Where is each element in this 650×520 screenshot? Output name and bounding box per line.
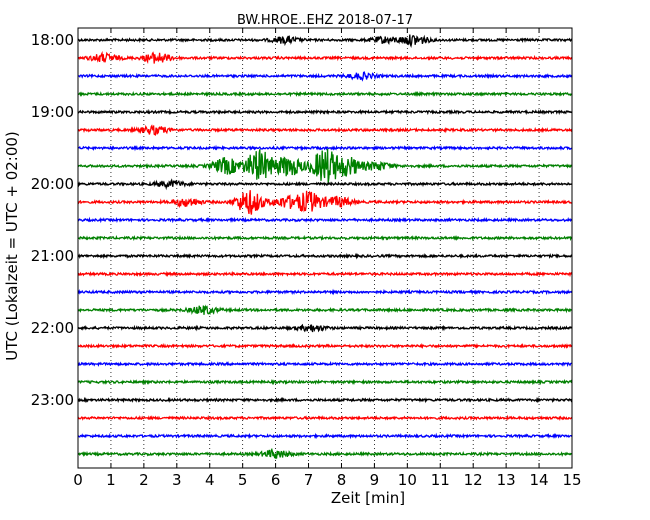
seismic-trace [77,414,573,422]
seismic-trace [77,50,573,64]
x-axis-ticks: 0 1 2 3 4 5 6 7 8 9 10 11 12 13 14 15 [73,28,582,489]
y-tick-label: 23:00 [31,391,74,409]
seismic-trace [77,252,573,260]
x-tick-label: 0 [73,471,83,489]
seismic-trace [77,124,573,136]
x-tick-label: 8 [337,471,347,489]
x-tick-label: 13 [497,471,516,489]
seismic-trace [77,270,573,278]
seismic-trace [77,432,573,440]
seismic-trace [77,190,572,215]
seismic-trace [77,90,573,98]
seismic-trace [77,304,573,316]
x-tick-label: 15 [562,471,581,489]
x-tick-label: 9 [370,471,380,489]
y-tick-label: 20:00 [31,175,74,193]
x-tick-label: 12 [464,471,483,489]
x-tick-label: 7 [304,471,314,489]
seismic-trace [77,342,573,350]
seismic-trace [77,178,572,191]
y-tick-label: 18:00 [31,31,74,49]
x-tick-label: 14 [530,471,549,489]
seismic-trace [77,34,573,49]
seismic-trace [77,144,572,152]
x-grid-lines [110,28,540,468]
x-tick-label: 5 [238,471,248,489]
x-tick-label: 2 [139,471,149,489]
y-axis-ticks: 18:00 19:00 20:00 21:00 22:00 23:00 [31,31,572,409]
seismic-trace [77,323,573,333]
seismic-trace [77,148,573,183]
seismic-trace [77,396,573,404]
x-tick-label: 6 [271,471,281,489]
seismic-trace [77,447,572,460]
x-tick-label: 10 [398,471,417,489]
y-tick-label: 22:00 [31,319,74,337]
x-tick-label: 1 [106,471,116,489]
y-axis-label: UTC (Lokalzeit = UTC + 02:00) [3,131,21,361]
seismic-trace [77,234,572,242]
seismic-trace [77,216,573,224]
seismic-trace [77,378,573,386]
x-tick-label: 11 [431,471,450,489]
y-tick-label: 19:00 [31,103,74,121]
x-axis-label: Zeit [min] [331,489,405,507]
seismic-trace [77,71,573,82]
chart-title: BW.HROE..EHZ 2018-07-17 [237,13,413,28]
seismic-trace [77,360,572,368]
x-tick-label: 4 [205,471,215,489]
x-tick-label: 3 [172,471,182,489]
plot-frame [77,27,573,469]
seismic-trace [77,288,573,296]
seismic-trace [77,108,573,116]
trace-group [77,34,573,460]
y-tick-label: 21:00 [31,247,74,265]
